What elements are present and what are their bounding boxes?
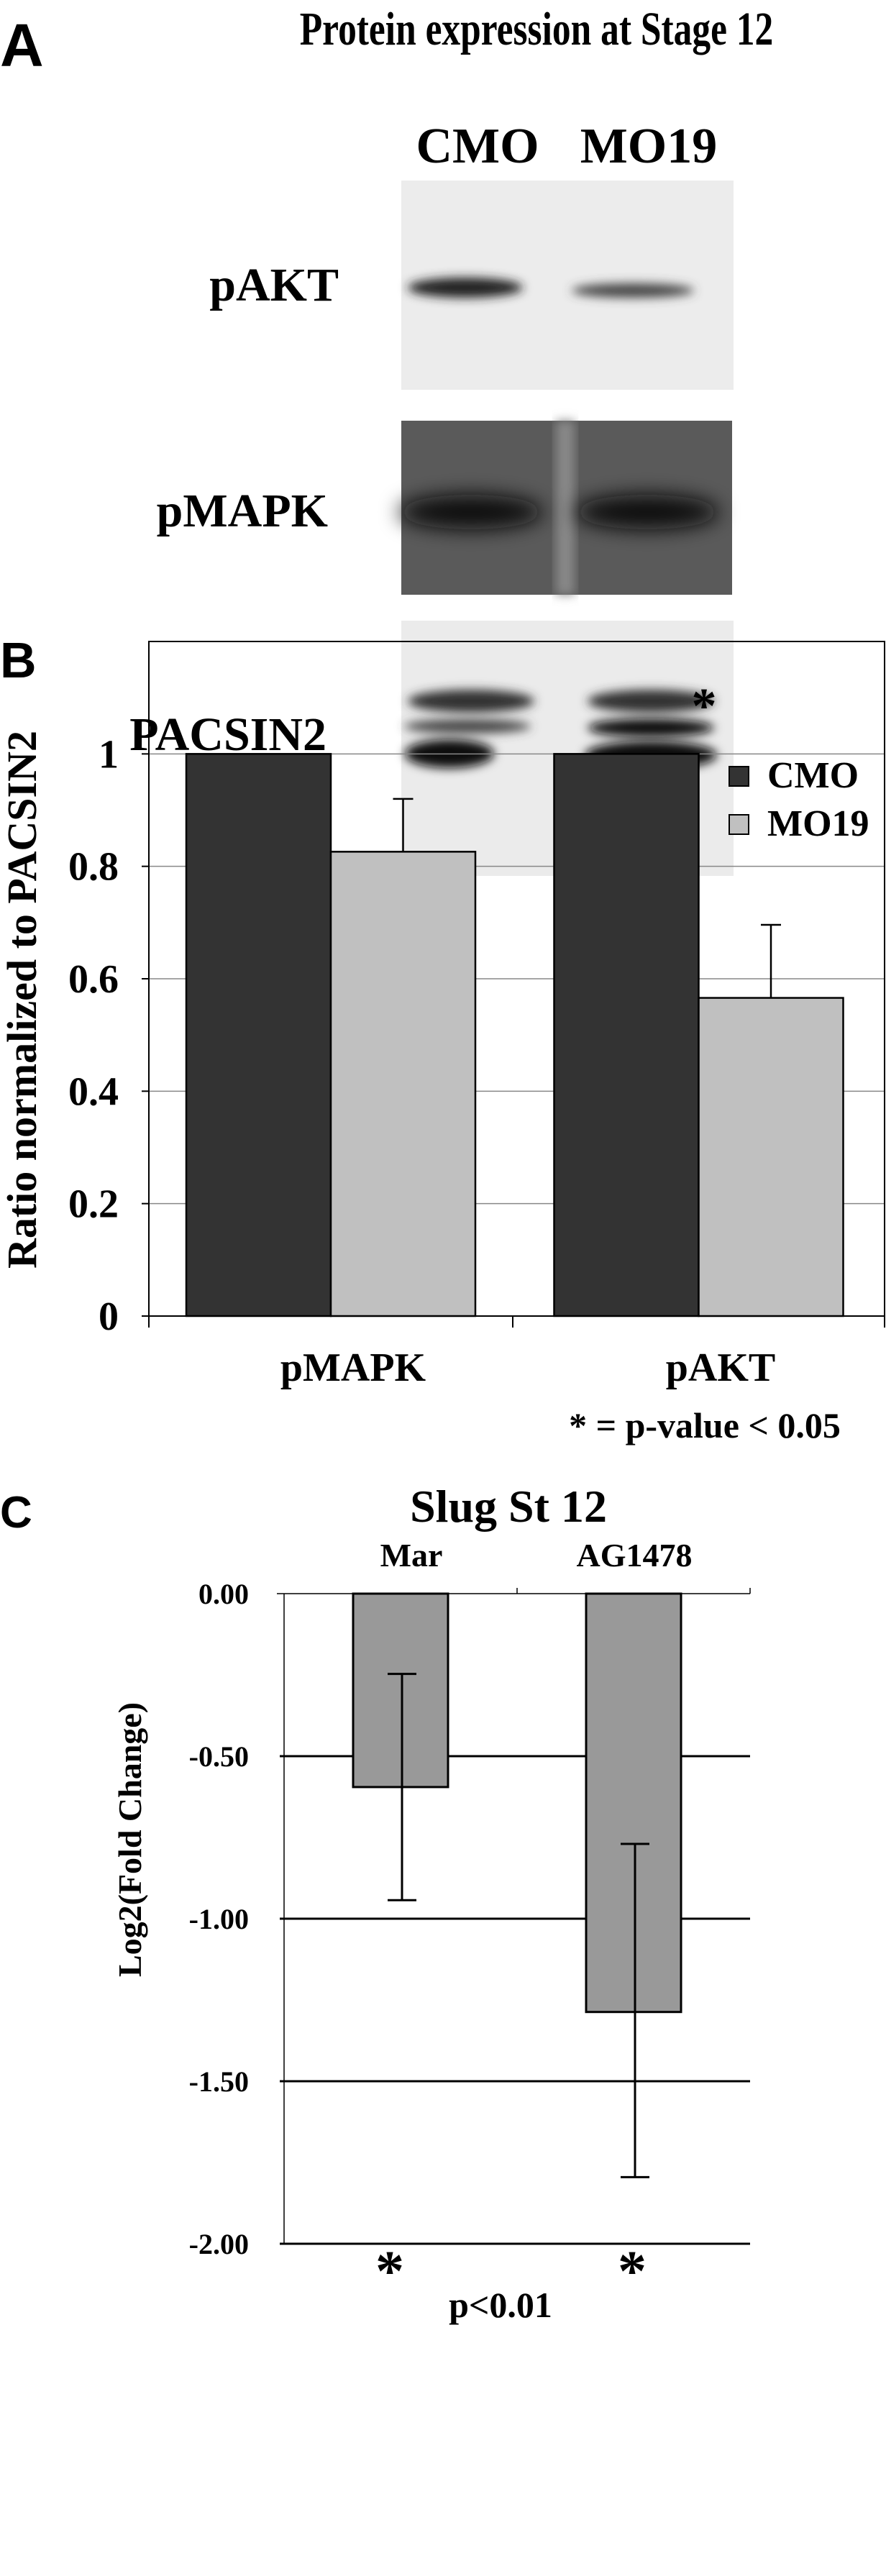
y-tick-label: 0.4 <box>68 1069 119 1114</box>
y-tick-label: 0 <box>99 1294 119 1339</box>
chart-c-significance-mar: * <box>375 2240 404 2303</box>
bar-mo19-pmapk <box>329 851 477 1317</box>
chart-c-ylabel: Log2(Fold Change) <box>111 1702 148 1977</box>
chart-b: 0 0.2 0.4 0.6 0.8 1 <box>68 641 885 1339</box>
panel-label-c: C <box>0 1488 32 1538</box>
blot-pakt <box>401 181 734 390</box>
chart-c: 0.00 -0.50 -1.00 -1.50 -2.00 <box>189 1578 751 2260</box>
band-pakt-mo19 <box>572 283 694 298</box>
panel-label-a: A <box>0 12 44 79</box>
legend-label-mo19: MO19 <box>767 803 869 844</box>
chart-c-significance-ag1478: * <box>618 2240 647 2303</box>
y-tick-label: 0.8 <box>68 845 119 890</box>
bar-cmo-pmapk <box>185 753 332 1317</box>
band-pmapk-cmo <box>399 495 543 529</box>
y-tick-label: 0.2 <box>68 1182 119 1227</box>
y-tick-label: 0.6 <box>68 957 119 1002</box>
chart-b-ylabel: Ratio normalized to PACSIN2 <box>0 731 45 1269</box>
lane-label-cmo: CMO <box>416 119 539 174</box>
bar-ag1478 <box>585 1592 682 2014</box>
y-tick-label: 0.00 <box>198 1578 249 1610</box>
bar-mar <box>352 1592 449 1789</box>
chart-c-footnote: p<0.01 <box>449 2285 552 2325</box>
band-pakt-cmo <box>408 278 523 298</box>
row-label-pacsin2: PACSIN2 <box>129 708 326 761</box>
band-pmapk-mo19 <box>575 495 719 529</box>
chart-b-legend: CMO MO19 <box>729 755 869 844</box>
blot-pmapk <box>399 421 732 595</box>
y-tick-label: -1.00 <box>189 1903 249 1935</box>
row-label-pakt: pAKT <box>209 259 339 311</box>
legend-swatch-cmo <box>729 766 749 787</box>
chart-c-category-ag1478: AG1478 <box>577 1537 693 1574</box>
plot-frame <box>148 641 885 1328</box>
chart-c-title: Slug St 12 <box>410 1481 607 1532</box>
lane-label-mo19: MO19 <box>580 119 718 174</box>
legend-swatch-mo19 <box>729 814 749 835</box>
y-tick-label: -0.50 <box>189 1740 249 1773</box>
chart-b-xtick-pmapk: pMAPK <box>280 1346 426 1390</box>
row-label-pmapk: pMAPK <box>157 485 328 537</box>
y-tick-label: -1.50 <box>189 2065 249 2098</box>
chart-b-xtick-pakt: pAKT <box>666 1346 776 1390</box>
legend-label-cmo: CMO <box>767 755 859 796</box>
chart-b-footnote: * = p-value < 0.05 <box>569 1405 841 1445</box>
chart-b-significance-marker: * <box>692 679 717 734</box>
bar-cmo-pakt <box>553 753 700 1317</box>
y-tick-label: -2.00 <box>189 2228 249 2260</box>
chart-c-category-mar: Mar <box>380 1537 443 1574</box>
bar-mo19-pakt <box>698 997 844 1317</box>
y-tick-label: 1 <box>99 732 119 777</box>
panel-a-title: Protein expression at Stage 12 <box>300 2 774 55</box>
panel-label-b: B <box>0 632 37 688</box>
